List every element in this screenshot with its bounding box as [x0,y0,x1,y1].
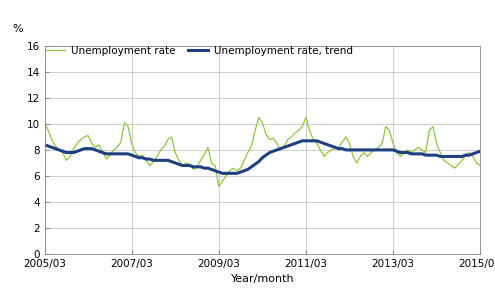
Unemployment rate, trend [230,171,236,175]
Unemployment rate [343,135,349,139]
Line: Unemployment rate: Unemployment rate [45,118,480,186]
Unemployment rate [216,185,222,188]
Unemployment rate, trend [321,142,327,145]
Unemployment rate, trend [42,143,48,147]
Legend: Unemployment rate, Unemployment rate, trend: Unemployment rate, Unemployment rate, tr… [45,46,352,56]
Text: %: % [12,24,23,34]
Unemployment rate, trend [455,155,461,158]
Unemployment rate [455,162,461,166]
Unemployment rate [85,134,91,137]
Unemployment rate [230,166,236,170]
Unemployment rate, trend [299,139,305,143]
Unemployment rate [321,155,327,158]
Unemployment rate [256,116,262,119]
X-axis label: Year/month: Year/month [231,274,294,284]
Line: Unemployment rate, trend: Unemployment rate, trend [45,141,480,173]
Unemployment rate, trend [219,171,225,175]
Unemployment rate, trend [477,149,483,153]
Unemployment rate, trend [343,148,349,152]
Unemployment rate [477,164,483,167]
Unemployment rate, trend [85,147,91,151]
Unemployment rate [42,121,48,125]
Unemployment rate [143,159,149,162]
Unemployment rate, trend [143,157,149,161]
